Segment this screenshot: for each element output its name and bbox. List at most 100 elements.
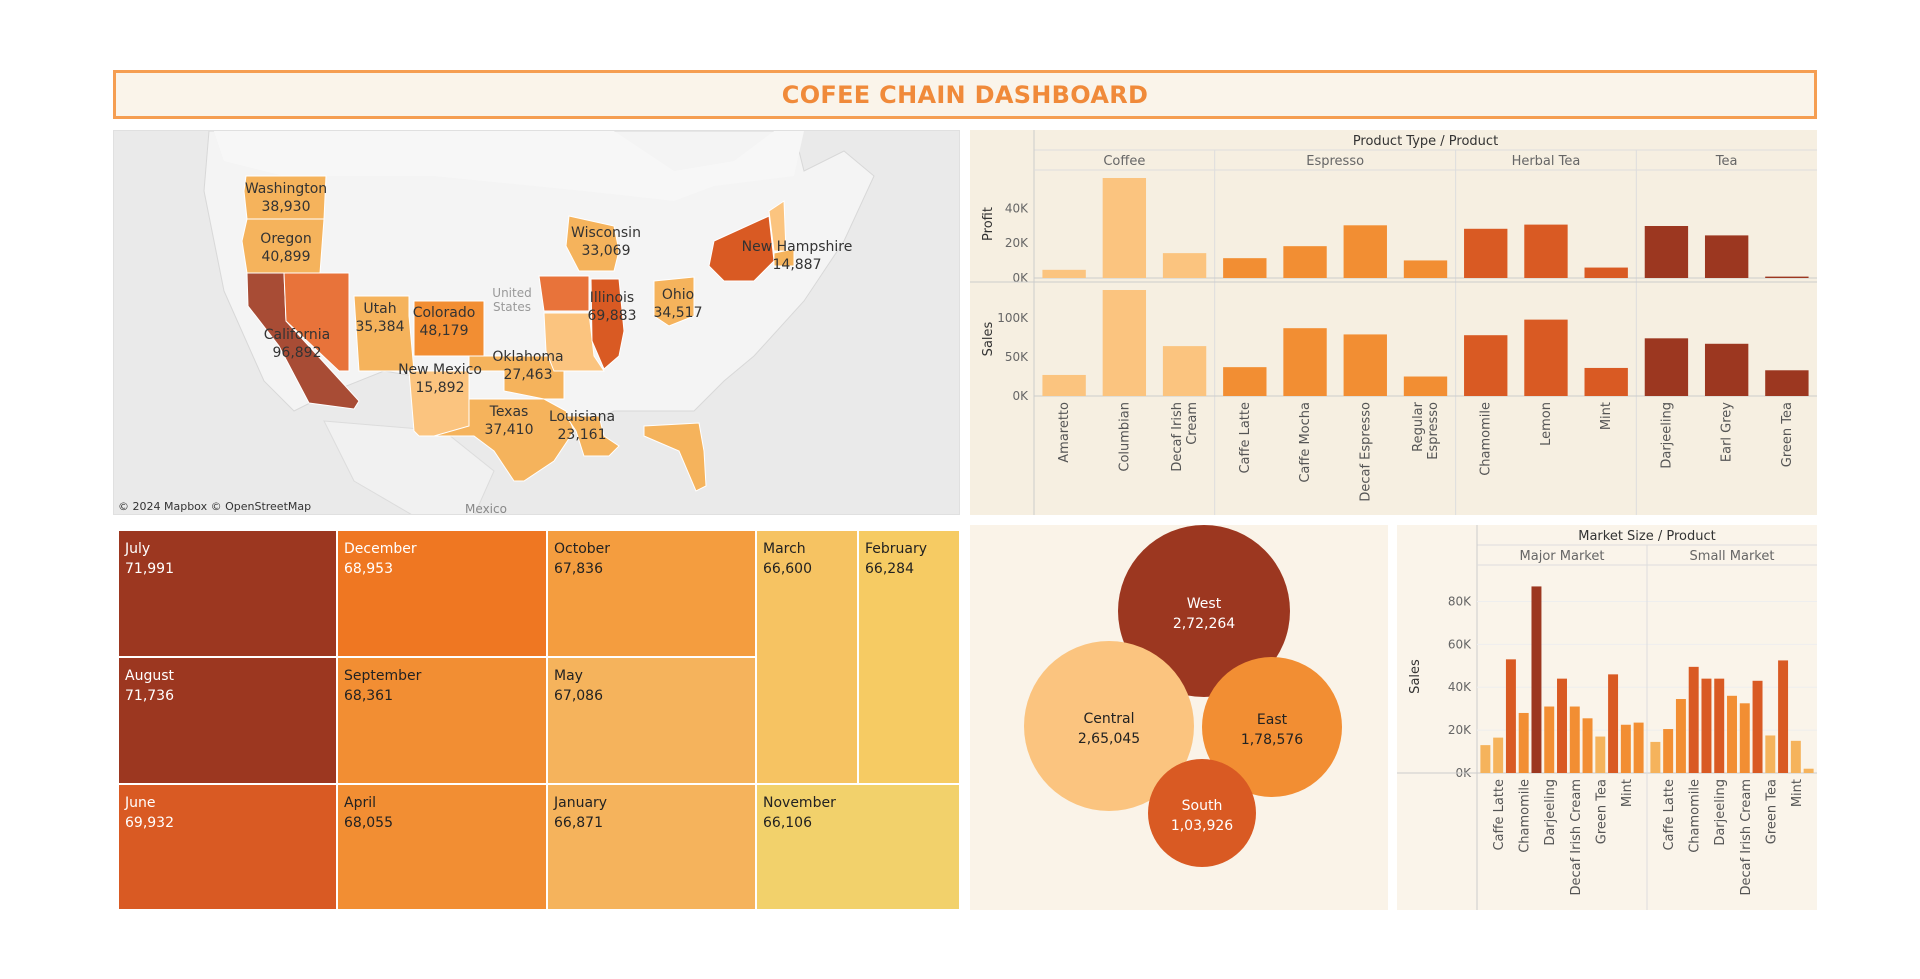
bar-profit[interactable] xyxy=(1343,225,1387,278)
treemap-cell[interactable]: March 66,600 xyxy=(756,530,858,784)
bar-sales[interactable] xyxy=(1644,338,1689,396)
x-tick-label: Caffe Mocha xyxy=(1298,402,1313,483)
market-bar[interactable] xyxy=(1778,660,1789,773)
bar-profit[interactable] xyxy=(1584,267,1628,278)
bar-profit[interactable] xyxy=(1283,246,1327,278)
bar-profit[interactable] xyxy=(1102,178,1147,278)
market-bar[interactable] xyxy=(1531,586,1542,773)
market-bar[interactable] xyxy=(1790,740,1801,773)
treemap-cell[interactable]: May 67,086 xyxy=(547,657,756,784)
region-bubble-chart[interactable]: West 2,72,264 Central 2,65,045 East 1,78,576 S… xyxy=(970,525,1388,910)
bar-sales[interactable] xyxy=(1584,367,1628,396)
bar-profit[interactable] xyxy=(1403,260,1448,278)
treemap-cell[interactable]: November 66,106 xyxy=(756,784,960,910)
treemap-cell[interactable]: July 71,991 xyxy=(118,530,337,657)
x-tick-label: Lemon xyxy=(1539,402,1554,446)
bar-sales[interactable] xyxy=(1283,328,1327,396)
treemap-cell[interactable]: August 71,736 xyxy=(118,657,337,784)
product-bar-chart-panel[interactable]: Product Type / Product Coffee Espresso Herb… xyxy=(970,130,1817,515)
bar-profit[interactable] xyxy=(1704,235,1749,278)
treemap-cell[interactable]: September 68,361 xyxy=(337,657,547,784)
bar-sales[interactable] xyxy=(1223,367,1267,396)
treemap-cell-label: October xyxy=(554,541,611,557)
region-bubble[interactable] xyxy=(1024,641,1194,811)
market-bar[interactable] xyxy=(1595,736,1606,773)
state-florida[interactable] xyxy=(643,422,707,492)
state-ohio[interactable] xyxy=(653,276,695,327)
market-bar[interactable] xyxy=(1714,678,1725,773)
x-tick-label: Chamomile xyxy=(1479,402,1494,476)
bar-sales[interactable] xyxy=(1042,374,1086,396)
state-iowa[interactable] xyxy=(538,275,590,312)
market-bar[interactable] xyxy=(1620,724,1631,773)
market-bar[interactable] xyxy=(1518,712,1529,773)
treemap-cell[interactable]: June 69,932 xyxy=(118,784,337,910)
x-tick-label: Caffe Latte xyxy=(1492,779,1507,851)
market-bar[interactable] xyxy=(1582,718,1593,773)
market-bar[interactable] xyxy=(1493,737,1504,773)
state-louisiana[interactable] xyxy=(565,415,620,457)
market-bar[interactable] xyxy=(1803,768,1814,773)
market-bar[interactable] xyxy=(1608,674,1619,773)
bar-profit[interactable] xyxy=(1644,226,1689,278)
bar-sales[interactable] xyxy=(1464,335,1508,396)
bar-sales[interactable] xyxy=(1343,334,1387,396)
treemap-cell-value: 68,055 xyxy=(344,815,393,831)
monthly-sales-treemap[interactable]: July 71,991 August 71,736 June 69,932 December… xyxy=(113,525,960,910)
treemap-cell[interactable]: October 67,836 xyxy=(547,530,756,657)
bar-sales[interactable] xyxy=(1765,370,1809,396)
state-massachusetts[interactable] xyxy=(773,248,795,267)
bar-sales[interactable] xyxy=(1704,343,1749,396)
market-size-chart-panel[interactable]: Market Size / Product Sales 0K 20K 40K 60K 80K… xyxy=(1397,525,1817,910)
state-texas[interactable] xyxy=(433,398,575,482)
market-size-chart[interactable]: Market Size / ProductSales0K20K40K60K80K… xyxy=(1397,525,1817,910)
market-bar[interactable] xyxy=(1633,722,1644,773)
market-bar[interactable] xyxy=(1505,659,1516,773)
state-missouri[interactable] xyxy=(543,312,605,372)
market-bar[interactable] xyxy=(1480,745,1491,773)
bar-profit[interactable] xyxy=(1042,269,1086,278)
market-bar[interactable] xyxy=(1701,678,1712,773)
bar-profit[interactable] xyxy=(1765,276,1809,278)
treemap-cell[interactable]: December 68,953 xyxy=(337,530,547,657)
market-bar[interactable] xyxy=(1557,678,1567,773)
product-bar-chart[interactable]: Product Type / Product Coffee Espresso Herb… xyxy=(970,130,1817,515)
market-bar[interactable] xyxy=(1569,706,1580,773)
bar-profit[interactable] xyxy=(1223,258,1267,278)
x-tick-label: Chamomile xyxy=(1518,779,1533,853)
market-bar[interactable] xyxy=(1650,741,1661,773)
state-wisconsin[interactable] xyxy=(565,215,620,272)
state-map[interactable]: Mexico United States Washington 38,930 O… xyxy=(114,131,960,515)
map-panel[interactable]: Mexico United States Washington 38,930 O… xyxy=(113,130,960,515)
map-attribution[interactable]: © 2024 Mapbox © OpenStreetMap xyxy=(118,500,311,513)
region-bubble[interactable] xyxy=(1148,759,1256,867)
market-bar[interactable] xyxy=(1688,666,1699,773)
market-bar[interactable] xyxy=(1752,680,1763,773)
bar-profit[interactable] xyxy=(1162,253,1207,278)
state-value: 27,463 xyxy=(504,367,553,383)
market-bar[interactable] xyxy=(1544,706,1555,773)
treemap-cell[interactable]: April 68,055 xyxy=(337,784,547,910)
bar-profit[interactable] xyxy=(1524,224,1568,278)
state-nevada[interactable] xyxy=(283,272,350,372)
chart-title: Market Size / Product xyxy=(1578,529,1716,544)
treemap-cell[interactable]: January 66,871 xyxy=(547,784,756,910)
market-bar[interactable] xyxy=(1739,703,1750,773)
region-bubble[interactable] xyxy=(1118,525,1290,697)
treemap-cell[interactable]: February 66,284 xyxy=(858,530,960,784)
state-illinois[interactable] xyxy=(590,278,625,370)
bar-sales[interactable] xyxy=(1162,346,1207,396)
state-new-york[interactable] xyxy=(708,215,775,282)
market-bar[interactable] xyxy=(1765,735,1776,773)
market-bar[interactable] xyxy=(1727,695,1737,773)
market-bar[interactable] xyxy=(1675,699,1686,773)
state-utah[interactable] xyxy=(353,295,415,372)
bar-sales[interactable] xyxy=(1403,376,1448,396)
region-bubble[interactable] xyxy=(1202,657,1342,797)
bar-sales[interactable] xyxy=(1102,290,1147,396)
region-bubble-chart-panel[interactable]: West 2,72,264 Central 2,65,045 East 1,78,576 S… xyxy=(970,525,1388,910)
y-tick-label: 100K xyxy=(997,311,1029,325)
market-bar[interactable] xyxy=(1663,729,1674,773)
bar-profit[interactable] xyxy=(1464,228,1508,278)
bar-sales[interactable] xyxy=(1524,319,1568,396)
